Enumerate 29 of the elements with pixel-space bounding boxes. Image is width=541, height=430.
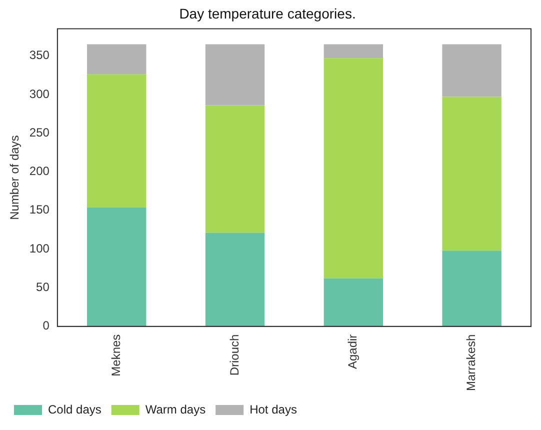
bar [87,207,146,326]
x-tick-label: Agadir [346,334,360,370]
bar [87,44,146,74]
legend-label: Cold days [48,402,102,416]
legend-label: Warm days [145,402,206,416]
bar [442,250,502,326]
y-tick-label: 350 [29,48,50,62]
y-tick-label: 150 [29,202,50,217]
bar [205,44,265,106]
y-tick-label: 50 [36,280,50,294]
y-axis-title: Number of days [8,135,22,220]
bar [324,278,384,326]
x-tick-label: Meknes [108,334,123,376]
bar [205,232,265,326]
chart-title: Day temperature categories. [179,5,356,22]
bar [205,105,265,233]
legend-label: Hot days [250,402,297,416]
bar [324,44,384,58]
bar [87,74,146,208]
y-tick-label: 0 [42,318,50,333]
y-tick-label: 100 [29,241,50,256]
bar [442,96,502,251]
bar [442,44,502,97]
bar [324,58,384,278]
x-tick-label: Marrakesh [464,334,478,392]
y-tick-label: 200 [29,164,50,178]
x-tick-label: Driouch [227,334,242,376]
y-tick-label: 250 [29,125,50,140]
y-tick-label: 300 [29,86,50,101]
